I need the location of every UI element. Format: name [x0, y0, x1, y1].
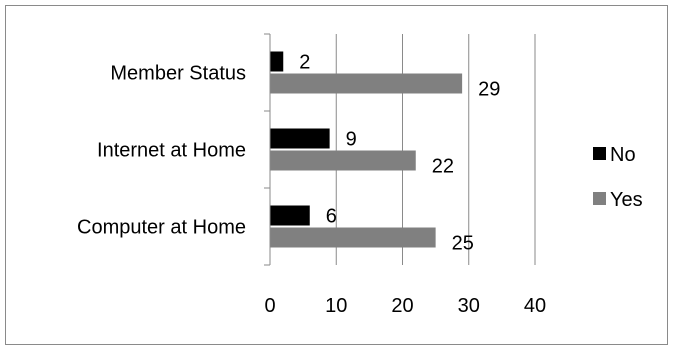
bar-yes-member-status	[270, 73, 463, 94]
bars	[270, 51, 463, 248]
category-label-member-status: Member Status	[110, 63, 246, 85]
data-label-yes-computer-at-home: 25	[452, 233, 474, 255]
bar-no-computer-at-home	[270, 205, 310, 226]
category-labels: Member Status Internet at Home Computer at…	[77, 63, 246, 239]
category-label-computer-at-home: Computer at Home	[77, 217, 246, 239]
bar-yes-computer-at-home	[270, 227, 436, 248]
data-label-yes-internet-at-home: 22	[432, 156, 454, 178]
x-tick-labels: 0 10 20 30 40	[264, 295, 546, 317]
axes	[264, 33, 271, 266]
data-label-no-internet-at-home: 9	[346, 129, 357, 151]
legend-label-yes: Yes	[610, 189, 643, 211]
legend: No Yes	[593, 144, 643, 211]
x-tick-label-30: 30	[458, 295, 480, 317]
legend-swatch-no	[593, 147, 606, 160]
bar-no-member-status	[270, 51, 284, 72]
gridlines	[335, 34, 536, 265]
data-label-no-member-status: 2	[299, 52, 310, 74]
x-tick-label-40: 40	[524, 295, 546, 317]
data-labels: 2 29 9 22 6 25	[299, 52, 500, 255]
data-label-yes-member-status: 29	[478, 79, 500, 101]
legend-swatch-yes	[593, 192, 606, 205]
x-tick-label-10: 10	[325, 295, 347, 317]
bar-yes-internet-at-home	[270, 150, 416, 171]
bar-no-internet-at-home	[270, 128, 330, 149]
legend-label-no: No	[610, 144, 636, 166]
category-label-internet-at-home: Internet at Home	[97, 140, 246, 162]
x-tick-label-20: 20	[391, 295, 413, 317]
data-label-no-computer-at-home: 6	[326, 206, 337, 228]
x-tick-label-0: 0	[264, 295, 275, 317]
